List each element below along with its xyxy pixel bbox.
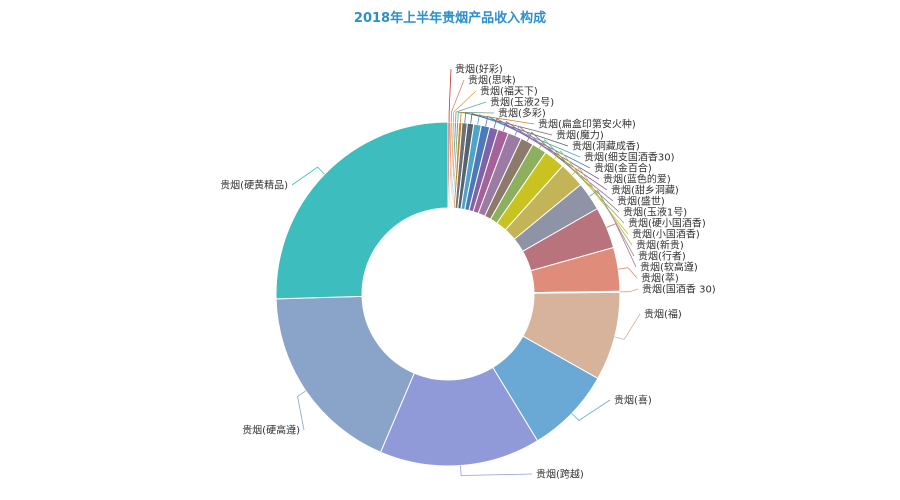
leader-lines-group: [291, 68, 641, 476]
labels-group: 贵烟(好彩)贵烟(思味)贵烟(福天下)贵烟(玉液2号)贵烟(多彩)贵烟(扁盒印第…: [220, 63, 716, 481]
slice-label-2: 贵烟(福天下): [480, 85, 538, 98]
slice-label-21: 贵烟(福): [644, 308, 682, 321]
slice-label-14: 贵烟(硬小国酒香): [628, 217, 706, 230]
leader-line-21: [614, 313, 641, 340]
slice-label-9: 贵烟(金百合): [594, 162, 652, 175]
leader-line-13: [526, 131, 620, 213]
slice-label-8: 贵烟(细支国酒香30): [584, 151, 675, 164]
leader-line-1: [450, 79, 465, 123]
leader-line-5: [460, 112, 535, 125]
leader-line-25: [291, 166, 325, 186]
slice-label-10: 贵烟(蓝色的爱): [603, 173, 671, 186]
slice-label-0: 贵烟(好彩): [455, 63, 503, 76]
slice-label-18: 贵烟(软高遵): [640, 261, 698, 274]
leader-line-0: [448, 68, 452, 123]
slice-label-6: 贵烟(魔力): [556, 129, 604, 142]
slice-label-1: 贵烟(思味): [468, 74, 516, 87]
leader-line-8: [477, 114, 581, 158]
leader-line-20: [619, 288, 639, 293]
leader-line-2: [453, 90, 477, 123]
slice-label-4: 贵烟(多彩): [498, 107, 546, 120]
slice-label-3: 贵烟(玉液2号): [490, 96, 554, 109]
slice-label-24: 贵烟(硬高遵): [242, 424, 300, 437]
leader-line-16: [571, 167, 633, 246]
leader-line-9: [485, 115, 591, 169]
leader-line-24: [297, 390, 307, 431]
slice-label-15: 贵烟(小国酒香): [632, 228, 700, 241]
slice-label-12: 贵烟(盛世): [617, 195, 665, 208]
leader-line-22: [571, 399, 611, 421]
slice-label-5: 贵烟(扁盒印第安火种): [538, 118, 636, 131]
leader-line-6: [464, 112, 553, 136]
leader-line-7: [470, 113, 569, 147]
leader-line-23: [460, 465, 533, 476]
slice-label-19: 贵烟(萃): [641, 272, 679, 285]
slice-25: [275, 121, 449, 300]
slice-label-11: 贵烟(甜乡洞藏): [611, 184, 679, 197]
slice-label-7: 贵烟(洞藏成香): [572, 140, 640, 153]
leader-line-18: [606, 223, 637, 268]
leader-line-3: [455, 101, 487, 123]
leader-line-19: [618, 267, 638, 279]
slice-label-13: 贵烟(玉液1号): [623, 206, 687, 219]
slice-label-17: 贵烟(行者): [638, 250, 686, 263]
slice-label-23: 贵烟(跨越): [536, 468, 584, 481]
slice-label-16: 贵烟(新贵): [636, 239, 684, 252]
slice-24: [275, 295, 415, 453]
leader-line-10: [493, 118, 600, 180]
leader-line-17: [589, 189, 635, 257]
slices-group: [275, 121, 621, 467]
chart-title: 2018年上半年贵烟产品收入构成: [353, 11, 547, 26]
leader-line-4: [457, 111, 495, 123]
slice-label-20: 贵烟(国酒香 30): [642, 283, 716, 296]
slice-label-25: 贵烟(硬黄精品): [220, 179, 288, 192]
slice-label-22: 贵烟(喜): [614, 394, 652, 407]
leader-line-12: [514, 125, 614, 202]
